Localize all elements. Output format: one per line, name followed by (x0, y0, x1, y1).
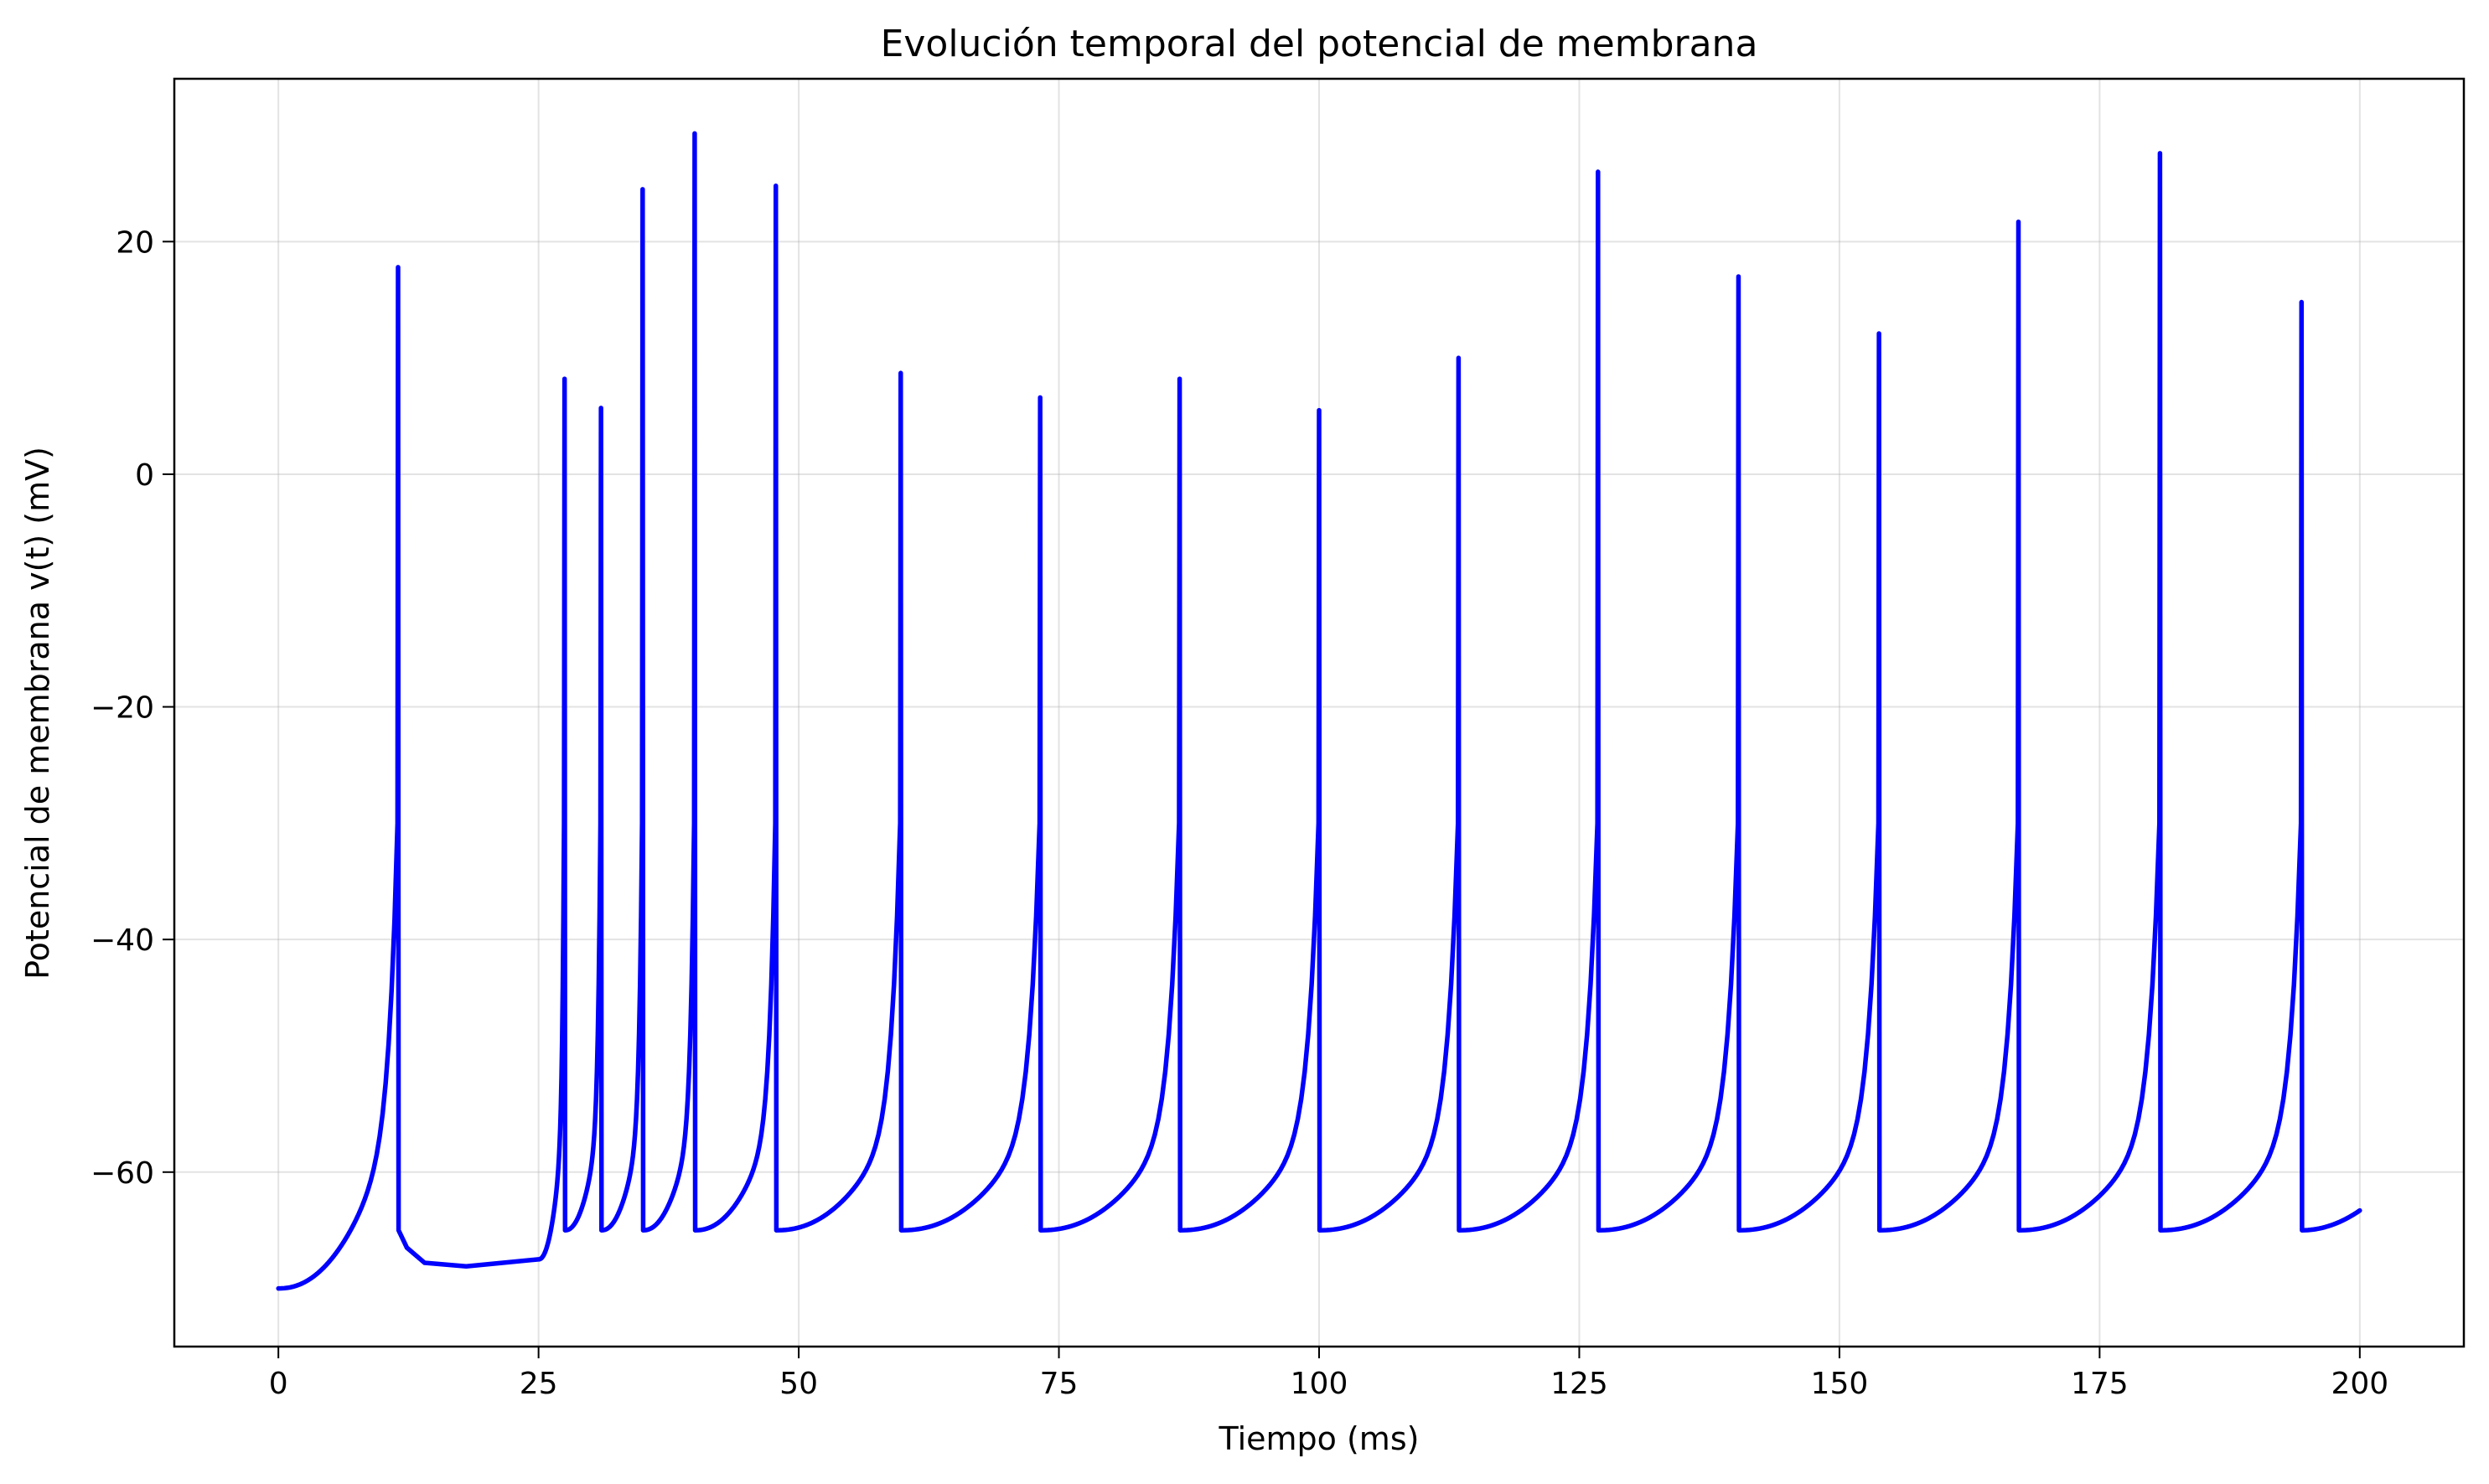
y-tick-label: −60 (91, 1156, 154, 1191)
series-layer (276, 131, 2362, 1291)
y-tick-label: 0 (135, 458, 154, 493)
y-tick-label: −40 (91, 923, 154, 958)
x-tick-label: 125 (1550, 1367, 1608, 1401)
x-axis: 0 25 50 75 100 125 150 175 200 (269, 1347, 2388, 1401)
y-tick-label: 20 (116, 225, 154, 260)
chart-title: Evolución temporal del potencial de memb… (881, 23, 1758, 65)
x-tick-label: 150 (1811, 1367, 1869, 1401)
x-tick-label: 100 (1291, 1367, 1348, 1401)
x-tick-label: 50 (779, 1367, 818, 1401)
x-tick-label: 0 (269, 1367, 288, 1401)
y-axis-title: Potencial de membrana v(t) (mV) (19, 447, 56, 980)
x-tick-label: 25 (520, 1367, 558, 1401)
membrane-potential-line (276, 131, 2362, 1291)
x-tick-label: 175 (2071, 1367, 2129, 1401)
y-axis: −60 −40 −20 0 20 (91, 225, 174, 1191)
y-tick-label: −20 (91, 691, 154, 726)
x-tick-label: 200 (2331, 1367, 2388, 1401)
x-tick-label: 75 (1040, 1367, 1079, 1401)
x-axis-title: Tiempo (ms) (1219, 1420, 1420, 1457)
